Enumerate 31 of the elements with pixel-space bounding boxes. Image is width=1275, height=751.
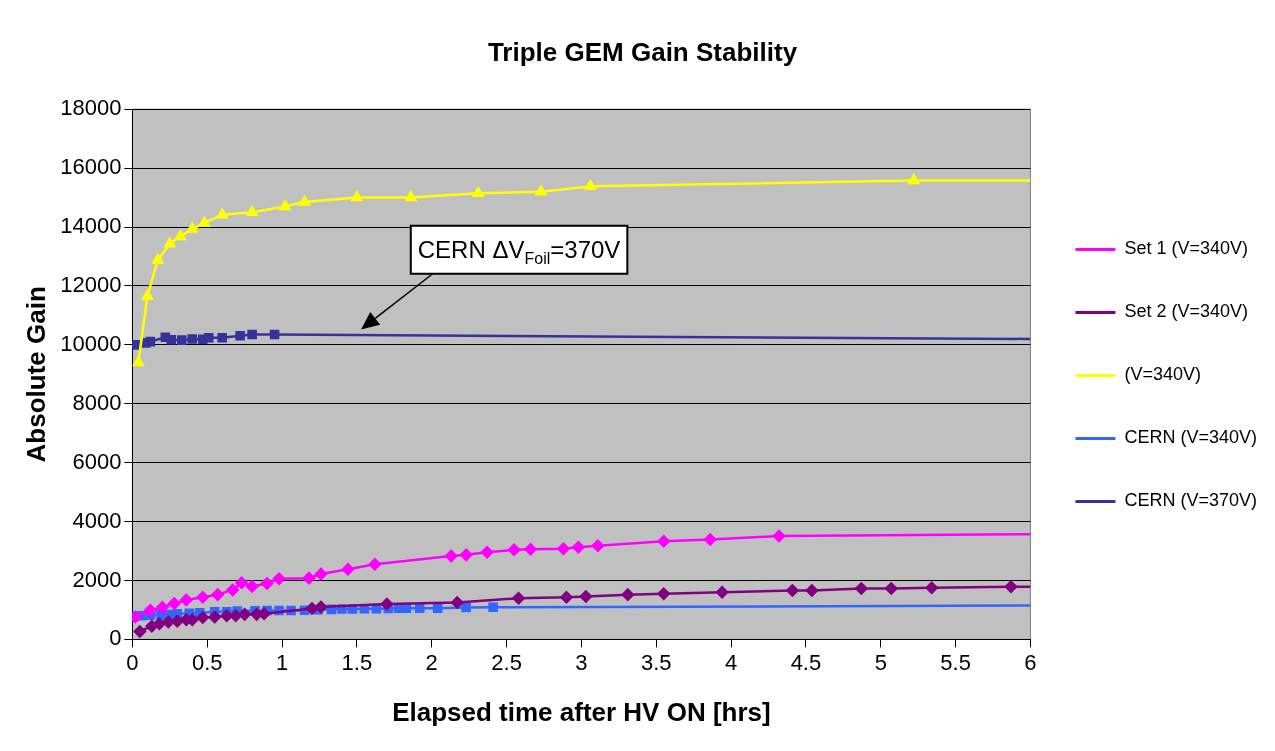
- x-axis-title: Elapsed time after HV ON [hrs]: [392, 696, 771, 727]
- y-tick-label: 16000: [60, 154, 122, 180]
- legend-label: (V=340V): [1124, 364, 1201, 385]
- y-tick-label: 10000: [60, 330, 122, 356]
- y-tick-label: 4000: [72, 507, 122, 533]
- x-tick-label: 0: [126, 649, 139, 675]
- x-tick-label: 2.5: [491, 649, 522, 675]
- y-tick-label: 14000: [60, 213, 122, 239]
- y-tick-label: 2000: [72, 566, 122, 592]
- x-tick-label: 6: [1024, 649, 1037, 675]
- y-tick-label: 0: [109, 625, 122, 651]
- x-tick-label: 5.5: [940, 649, 971, 675]
- y-tick-label: 8000: [72, 389, 122, 415]
- x-tick-label: 4.5: [790, 649, 822, 675]
- legend-label: CERN (V=340V): [1124, 427, 1258, 448]
- legend-label: Set 1 (V=340V): [1124, 238, 1249, 259]
- x-tick-label: 4: [724, 649, 738, 675]
- x-tick-label: 5: [874, 649, 887, 675]
- legend-label: CERN (V=370V): [1124, 490, 1258, 511]
- x-tick-label: 3.5: [640, 649, 672, 675]
- x-tick-label: 2: [425, 649, 438, 675]
- x-tick-label: 1: [275, 649, 289, 675]
- y-tick-label: 6000: [72, 448, 122, 474]
- x-tick-label: 3: [575, 649, 588, 675]
- x-tick-label: 1.5: [341, 649, 373, 675]
- y-axis-title: Absolute Gain: [20, 286, 51, 463]
- chart-title: Triple GEM Gain Stability: [487, 36, 798, 67]
- y-tick-label: 12000: [60, 272, 122, 297]
- legend-label: Set 2 (V=340V): [1124, 301, 1249, 322]
- x-tick-label: 0.5: [191, 649, 223, 675]
- y-tick-label: 18000: [60, 95, 122, 121]
